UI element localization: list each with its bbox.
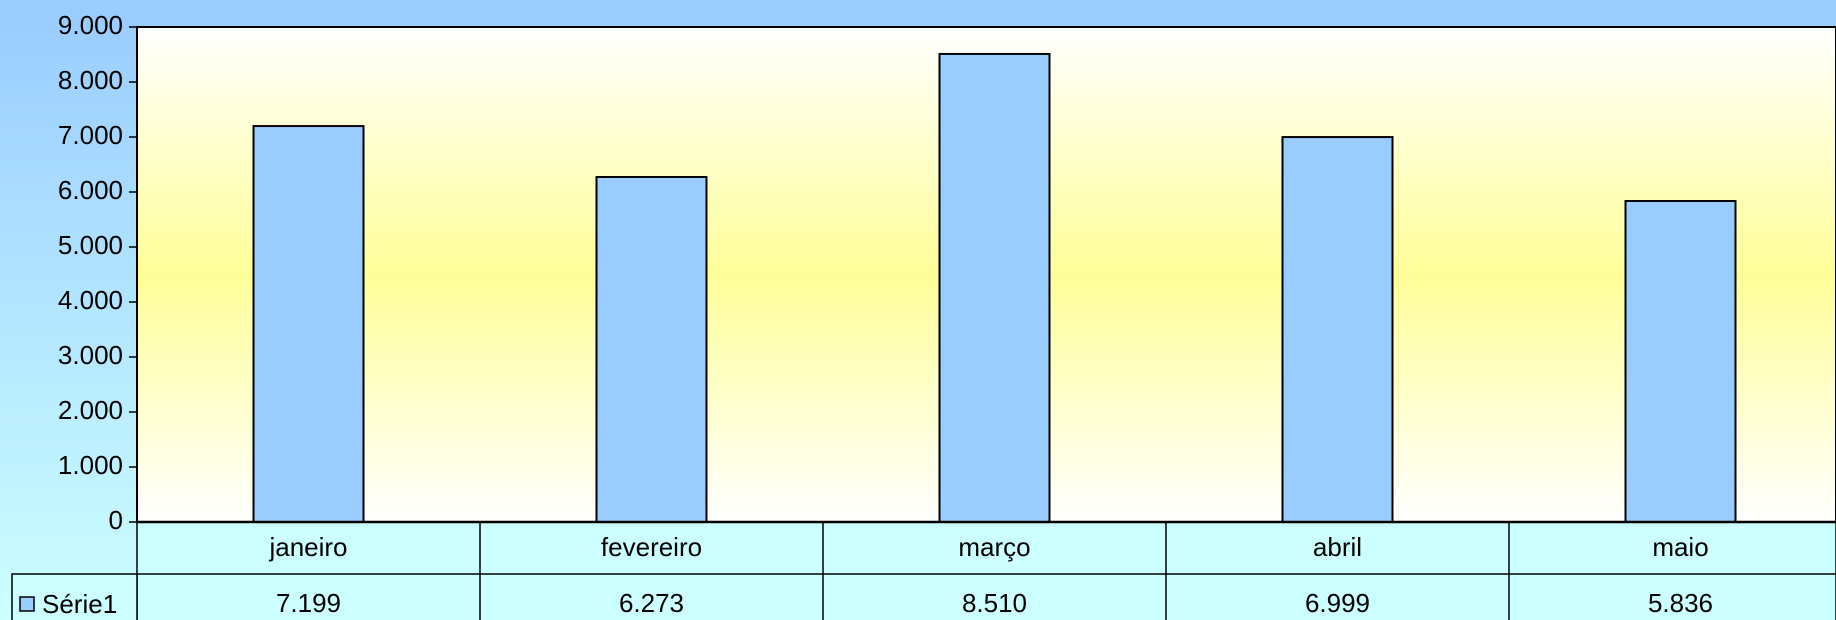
x-tick-label: janeiro xyxy=(268,532,347,562)
y-tick-label: 1.000 xyxy=(58,450,123,480)
legend-swatch xyxy=(19,596,35,612)
y-tick-label: 2.000 xyxy=(58,395,123,425)
y-tick-label: 8.000 xyxy=(58,65,123,95)
bar xyxy=(1281,136,1394,523)
value-label: 6.273 xyxy=(619,588,684,618)
y-tick-label: 0 xyxy=(109,505,123,535)
data-table xyxy=(136,521,1836,620)
value-label: 6.999 xyxy=(1305,588,1370,618)
y-tick-label: 6.000 xyxy=(58,175,123,205)
x-tick-label: maio xyxy=(1652,532,1708,562)
bar xyxy=(595,175,708,524)
bar xyxy=(938,52,1051,523)
value-label: 5.836 xyxy=(1648,588,1713,618)
y-tick-label: 9.000 xyxy=(58,10,123,40)
bar xyxy=(252,125,365,524)
y-tick-label: 7.000 xyxy=(58,120,123,150)
value-label: 8.510 xyxy=(962,588,1027,618)
bar xyxy=(1624,200,1737,524)
y-tick-label: 4.000 xyxy=(58,285,123,315)
y-tick-label: 3.000 xyxy=(58,340,123,370)
legend-label: Série1 xyxy=(42,589,117,619)
x-tick-label: março xyxy=(958,532,1030,562)
x-tick-label: fevereiro xyxy=(601,532,702,562)
x-tick-label: abril xyxy=(1313,532,1362,562)
value-label: 7.199 xyxy=(276,588,341,618)
y-tick-label: 5.000 xyxy=(58,230,123,260)
